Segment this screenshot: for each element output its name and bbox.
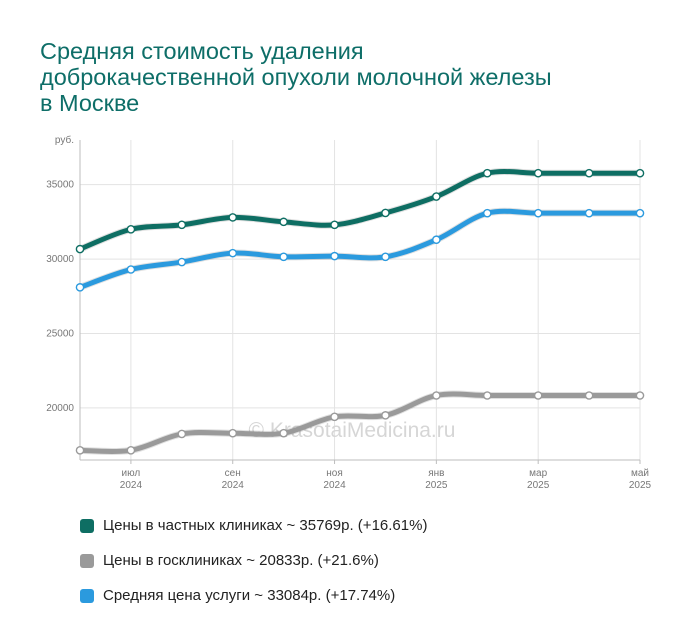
x-tick-label: мар 2025 xyxy=(527,468,550,491)
y-tick-label: 25000 xyxy=(46,328,74,339)
x-tick-label: ноя 2024 xyxy=(323,468,346,491)
data-point-private xyxy=(75,244,85,254)
data-point-average xyxy=(126,265,136,274)
data-point-public xyxy=(584,391,594,400)
axes: 20000 25000 30000 35000 руб. июл 2024 сен 2024 но… xyxy=(46,134,651,491)
x-tick-label: сен 2024 xyxy=(222,468,245,491)
data-point-public xyxy=(482,391,492,400)
data-point-average xyxy=(381,252,390,262)
data-point-public xyxy=(279,428,288,438)
data-point-private xyxy=(482,168,492,178)
data-point-average xyxy=(533,208,543,218)
data-point-private xyxy=(279,217,288,227)
data-point-public xyxy=(126,446,136,455)
data-point-private xyxy=(177,220,187,230)
data-point-public xyxy=(381,411,390,420)
legend-label-private: Цены в частных клиниках ~ 35769р. (+16.6… xyxy=(103,517,428,534)
y-tick-label: 20000 xyxy=(46,403,74,414)
data-point-public xyxy=(228,428,238,438)
legend-item-private[interactable]: Цены в частных клиниках ~ 35769р. (+16.6… xyxy=(80,508,427,543)
data-point-private xyxy=(432,192,441,201)
data-point-average xyxy=(75,283,85,292)
data-point-public xyxy=(432,391,441,400)
chart-title-line-1: Средняя стоимость удаления xyxy=(40,38,364,64)
legend-swatch-private xyxy=(80,518,94,533)
legend-label-average: Средняя цена услуги ~ 33084р. (+17.74%) xyxy=(103,587,396,604)
y-tick-label: 30000 xyxy=(46,254,74,265)
y-tick-label: 35000 xyxy=(46,180,74,191)
chart-legend: Цены в частных клиниках ~ 35769р. (+16.6… xyxy=(80,508,427,613)
data-point-public xyxy=(635,391,645,400)
data-point-average xyxy=(228,248,238,258)
data-point-average xyxy=(482,208,492,218)
data-point-public xyxy=(75,446,85,455)
legend-swatch-average xyxy=(80,588,94,603)
data-point-public xyxy=(533,391,543,400)
data-point-average xyxy=(279,252,288,262)
line-chart: 20000 25000 30000 35000 руб. июл 2024 сен 2024 но… xyxy=(46,134,651,491)
data-point-average xyxy=(177,257,187,267)
legend-item-public[interactable]: Цены в госклиниках ~ 20833р. (+21.6%) xyxy=(80,543,427,578)
x-tick-label: май 2025 xyxy=(629,468,652,491)
data-point-private xyxy=(330,220,339,230)
x-tick-label: июл 2024 xyxy=(120,468,143,491)
grid-lines xyxy=(80,140,641,460)
data-point-private xyxy=(635,168,645,178)
data-point-private xyxy=(533,168,543,178)
data-point-average xyxy=(432,235,441,245)
watermark: © KrasotaiMedicina.ru xyxy=(249,419,456,442)
data-point-average xyxy=(330,251,339,261)
chart-title-line-2: доброкачественной опухоли молочной желез… xyxy=(40,64,552,90)
data-point-private xyxy=(381,208,390,218)
data-point-private xyxy=(584,168,594,178)
data-point-average xyxy=(584,208,594,218)
x-tick-label: янв 2025 xyxy=(425,468,448,491)
y-axis-unit-label: руб. xyxy=(55,134,74,146)
series-lines xyxy=(76,167,644,456)
chart-title: Средняя стоимость удаления доброкачестве… xyxy=(40,38,660,116)
data-point-public xyxy=(330,412,339,422)
legend-label-public: Цены в госклиниках ~ 20833р. (+21.6%) xyxy=(103,552,379,569)
data-point-public xyxy=(177,429,187,439)
legend-item-average[interactable]: Средняя цена услуги ~ 33084р. (+17.74%) xyxy=(80,578,427,613)
data-point-private xyxy=(126,225,136,234)
legend-swatch-public xyxy=(80,553,94,568)
series-markers xyxy=(75,168,645,455)
chart-title-line-3: в Москве xyxy=(40,90,140,116)
data-point-private xyxy=(228,213,238,222)
data-point-average xyxy=(635,208,645,218)
